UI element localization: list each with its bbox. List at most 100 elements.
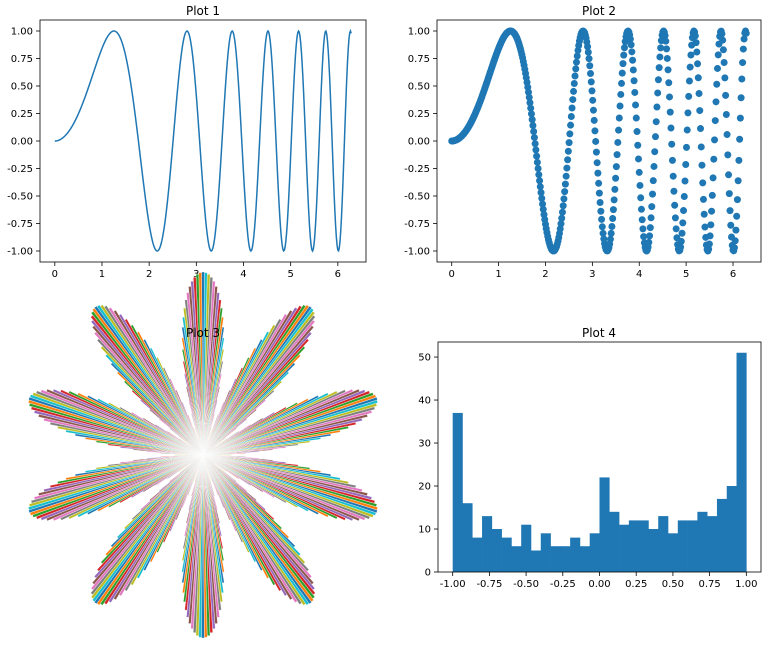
scatter-point [645,238,653,246]
scatter-point [569,96,577,104]
scatter-point [609,215,617,223]
x-tick-label: 1 [99,269,105,280]
scatter-point [692,39,700,47]
scatter-point [706,232,714,240]
scatter-point [598,215,606,223]
scatter-point [661,32,669,40]
scatter-point [663,54,671,62]
y-tick-label: 0 [425,568,431,579]
scatter-point [613,151,621,159]
plot-2-title: Plot 2 [582,4,616,18]
scatter-point [732,226,740,234]
scatter-point [652,118,660,126]
scatter-point [739,59,747,67]
histogram-bar [491,529,502,572]
scatter-point [722,111,730,118]
scatter-point [671,214,679,222]
scatter-point [530,134,538,142]
y-tick-label: 10 [418,525,431,536]
scatter-point [672,225,680,233]
scatter-point [526,99,534,107]
scatter-point [666,108,674,116]
scatter-point [668,140,676,148]
scatter-point [584,43,592,51]
y-tick-label: 20 [418,482,431,493]
scatter-point [607,229,615,237]
scatter-point [595,189,603,197]
scatter-point [654,76,662,84]
scatter-point [648,203,656,211]
scatter-point [588,87,596,95]
scatter-point [701,223,709,231]
scatter-point [694,74,702,82]
scatter-point [665,79,673,87]
histogram-bar [638,520,649,572]
scatter-point [693,48,701,56]
scatter-point [568,104,576,112]
scatter-point [681,177,689,185]
scatter-point [730,244,738,252]
scatter-point [656,53,664,61]
x-tick-label: 0.00 [588,579,610,590]
scatter-point [561,188,569,196]
y-tick-label: 50 [418,353,431,364]
histogram-bar [482,516,493,572]
scatter-point [539,205,547,213]
scatter-point [651,133,659,141]
scatter-point [596,198,604,206]
scatter-point [532,146,540,154]
scatter-point [737,94,745,102]
scatter-point [531,140,539,148]
x-tick-label: 0.75 [698,579,720,590]
scatter-point [671,201,679,209]
scatter-point [699,179,707,187]
plot-4: Plot 4 -1.00 -0.75 -0.50 -0.25 0.00 0.25 0.50 0… [418,326,762,590]
y-tick-label: 0.25 [408,109,430,120]
scatter-point [589,96,597,104]
scatter-point [685,92,693,100]
scatter-point [646,224,654,232]
scatter-point [653,103,661,111]
x-tick-label: 0 [449,269,455,280]
scatter-point [558,208,566,216]
scatter-point [735,156,743,164]
scatter-point [527,110,535,118]
scatter-point [723,131,731,139]
scatter-point [640,233,648,241]
scatter-point [530,128,538,135]
scatter-point [649,177,657,185]
scatter-point [629,66,637,74]
plot-3-title: Plot 3 [186,326,220,340]
scatter-point [618,69,626,77]
scatter-point [664,66,672,74]
scatter-point [626,35,634,43]
scatter-point [686,63,694,71]
scatter-point [618,79,626,87]
scatter-point [572,58,580,66]
scatter-point [632,114,640,122]
scatter-point [725,171,733,179]
scatter-point [566,130,574,138]
scatter-point [636,181,644,189]
x-tick-label: 2 [146,269,152,280]
scatter-point [719,36,727,44]
scatter-point [525,88,532,96]
scatter-point [632,101,640,109]
scatter-point [707,221,715,229]
scatter-point [611,185,619,193]
x-tick-label: -0.50 [513,579,539,590]
scatter-point [724,151,732,159]
histogram-bar [707,516,718,572]
scatter-point [609,206,617,214]
y-tick-label: 0.50 [408,82,430,93]
y-tick-label: 0.00 [408,137,430,148]
histogram-bar [550,546,561,572]
histogram-bar [716,498,728,572]
scatter-point [539,200,547,208]
scatter-point [573,52,581,60]
histogram-bar [648,529,659,572]
y-tick-label: 30 [418,439,431,450]
scatter-point [586,62,594,70]
scatter-point [734,177,742,185]
scatter-point [564,147,572,155]
